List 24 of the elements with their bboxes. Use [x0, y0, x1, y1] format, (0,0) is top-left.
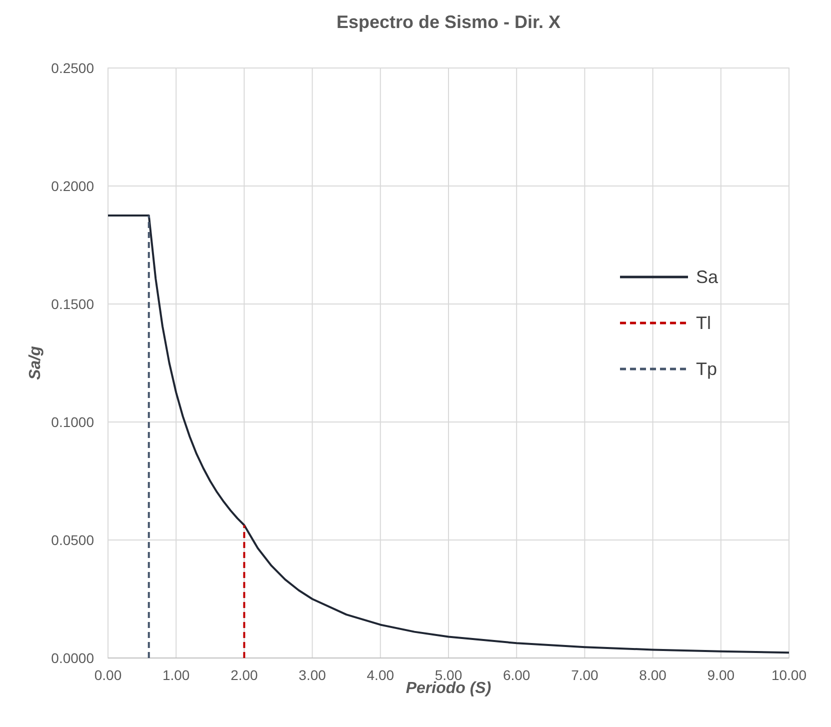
y-tick-label: 0.1500	[51, 296, 94, 312]
x-tick-label: 2.00	[230, 667, 258, 683]
x-tick-label: 1.00	[162, 667, 190, 683]
x-tick-label: 10.00	[771, 667, 807, 683]
x-tick-label: 5.00	[434, 667, 462, 683]
x-tick-label: 6.00	[502, 667, 530, 683]
line-series	[107, 214, 790, 654]
x-tick-label: 4.00	[366, 667, 394, 683]
y-tick-label: 0.0500	[51, 532, 94, 548]
y-tick-label: 0.1000	[51, 414, 94, 430]
legend-label: Tp	[696, 359, 718, 379]
x-tick-label: 8.00	[639, 667, 667, 683]
y-tick-label: 0.2500	[51, 60, 94, 76]
x-axis-title: Periodo (S)	[406, 680, 492, 697]
x-tick-label: 3.00	[298, 667, 326, 683]
legend-label: Sa	[696, 267, 720, 287]
legend-label: Tl	[696, 313, 711, 333]
x-tick-label: 9.00	[707, 667, 735, 683]
x-tick-label: 7.00	[571, 667, 599, 683]
y-tick-label: 0.2000	[51, 178, 94, 194]
chart-title: Espectro de Sismo - Dir. X	[336, 12, 561, 32]
y-axis-title: Sa/g	[27, 346, 44, 380]
y-tick-label: 0.0000	[51, 650, 94, 666]
x-tick-label: 0.00	[94, 667, 122, 683]
